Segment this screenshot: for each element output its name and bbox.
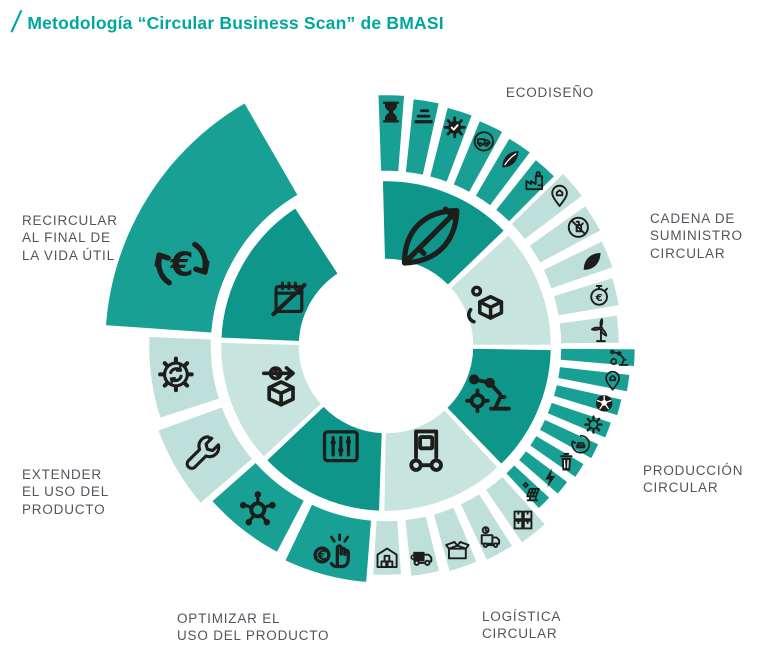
euro-recycle-icon: €	[154, 241, 210, 286]
gear-check-icon	[443, 116, 466, 139]
open-box-icon	[445, 541, 470, 560]
stopwatch-euro-icon: €	[590, 285, 608, 306]
hand-package-icon	[467, 285, 504, 324]
sector-cadena-outer-segment-2	[540, 238, 616, 292]
sector-produccion-outer-segment-6	[516, 448, 571, 497]
materials-layers-icon	[414, 109, 433, 124]
eco-truck-icon	[473, 131, 494, 152]
sliders-icon	[322, 430, 359, 463]
sector-ecodiseno-outer-segment-2	[427, 105, 475, 185]
sector-logistica-inner-segment	[381, 407, 501, 514]
delivery-time-icon	[480, 526, 501, 548]
warehouse-icon	[376, 547, 398, 569]
electric-truck-icon	[410, 551, 433, 566]
sector-optimizar-outer-segment-0	[282, 501, 374, 585]
robot-arm-icon	[465, 374, 511, 414]
gear-refresh-icon	[158, 356, 194, 393]
sector-label-cadena-suministro: CADENA DE SUMINISTRO CIRCULAR	[650, 211, 743, 261]
sector-produccion-outer-segment-4	[536, 417, 602, 462]
page-header: / Metodología “Circular Business Scan” d…	[9, 6, 444, 39]
car-recycle-icon	[571, 434, 591, 454]
sector-produccion-outer-segment-3	[544, 400, 614, 441]
hourglass-icon	[382, 101, 400, 123]
sector-optimizar-outer-segment-1	[209, 460, 307, 555]
sector-cadena-outer-segment-3	[551, 275, 622, 318]
svg-text:€: €	[316, 549, 326, 564]
lightning-icon	[545, 468, 556, 488]
sector-cadena-inner-segment	[448, 232, 554, 348]
no-pesticide-icon	[567, 216, 589, 238]
molecule-icon	[239, 491, 276, 526]
sector-label-ecodiseno: ECODISEÑO	[505, 85, 595, 100]
pay-per-use-icon: €	[313, 533, 350, 569]
sector-label-extender: EXTENDER EL USO DEL PRODUCTO	[22, 467, 110, 517]
robot-arm-small-icon	[609, 349, 629, 366]
sector-recircular-inner-segment	[218, 205, 341, 344]
sector-extender-outer-segment-1	[146, 334, 222, 421]
calendar-crossed-icon	[271, 281, 307, 317]
factory-icon	[525, 171, 543, 191]
football-icon	[595, 395, 613, 412]
sector-ecodiseno-outer-segment-3	[450, 118, 506, 195]
svg-text:€: €	[169, 244, 193, 283]
location-pin-icon	[605, 370, 620, 391]
sector-label-logistica: LOGÍSTICA CIRCULAR	[482, 609, 562, 642]
product-life-icon	[261, 366, 295, 407]
sector-produccion-outer-segment-7	[503, 462, 553, 512]
wind-turbine-icon	[590, 318, 608, 343]
leaf-pencil-icon	[401, 206, 460, 266]
gear-icon	[584, 415, 603, 434]
svg-text:€: €	[595, 293, 603, 304]
stacked-boxes-icon	[513, 510, 533, 530]
sector-label-optimizar: OPTIMIZAR EL USO DEL PRODUCTO	[177, 611, 330, 644]
sector-recircular-outer-segment-0	[103, 100, 301, 336]
leaf-lines-icon	[502, 151, 519, 168]
sector-ecodiseno-outer-segment-0	[375, 92, 407, 174]
sector-label-recircular: RECIRCULAR AL FINAL DE LA VIDA ÚTIL	[22, 213, 118, 263]
solar-panel-icon	[522, 481, 540, 502]
sector-label-produccion: PRODUCCIÓN CIRCULAR	[643, 463, 744, 496]
page-title: Metodología “Circular Business Scan” de …	[27, 13, 444, 33]
sector-ecodiseno-outer-segment-1	[403, 96, 442, 178]
trash-bin-icon	[560, 452, 573, 471]
leaf-solid-icon	[583, 252, 601, 270]
sector-produccion-outer-segment-5	[527, 433, 587, 480]
sector-cadena-outer-segment-4	[557, 313, 622, 346]
hand-truck-icon	[409, 429, 443, 472]
wrench-icon	[185, 435, 221, 470]
location-pin-icon	[551, 184, 568, 207]
